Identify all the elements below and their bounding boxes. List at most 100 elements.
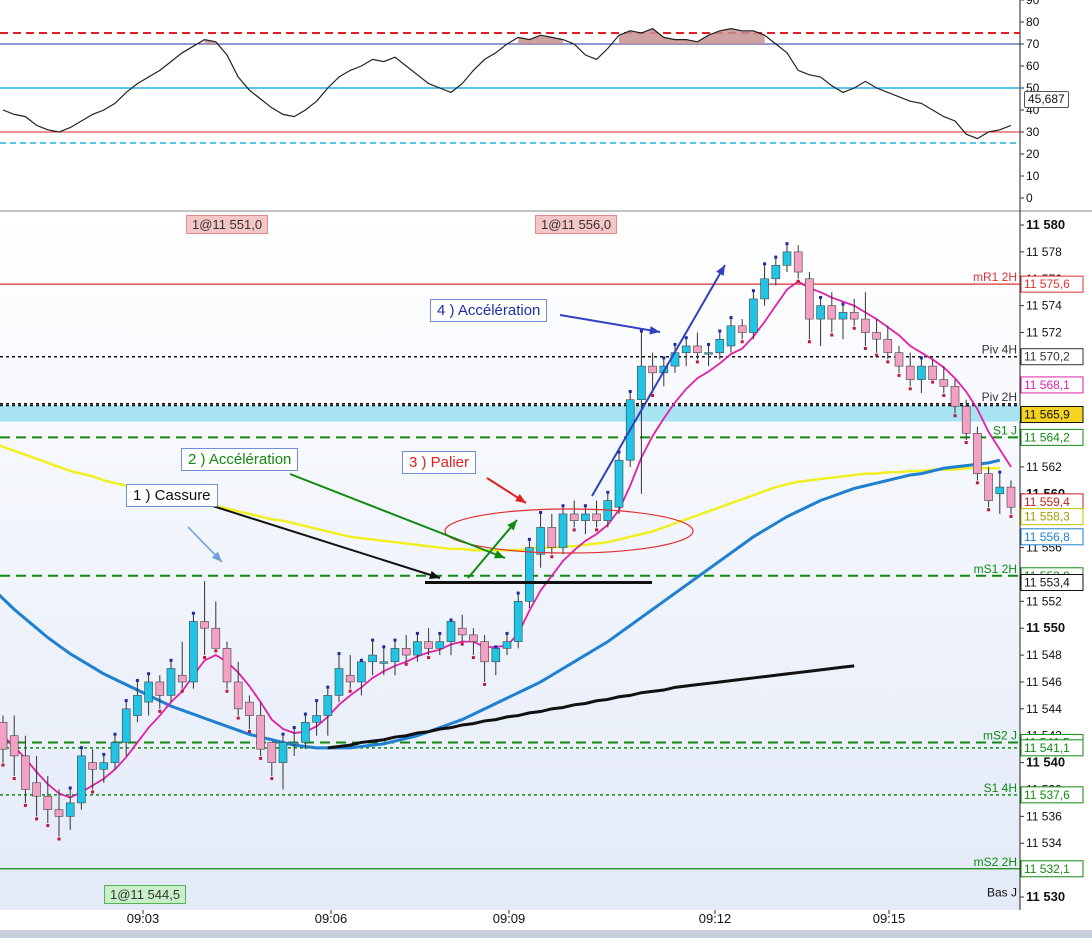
- price-panel: [0, 214, 1020, 910]
- candle-marker: [908, 387, 912, 391]
- candle-body: [536, 527, 545, 555]
- candle-marker: [12, 777, 16, 781]
- candle-body: [883, 338, 893, 353]
- candle-body: [726, 325, 736, 347]
- candle-body: [345, 674, 355, 683]
- candle-body: [435, 641, 445, 649]
- candle-body: [681, 345, 691, 353]
- candle-marker: [583, 504, 587, 508]
- price-tick-label: 11 580: [1026, 217, 1065, 232]
- candle-marker: [718, 329, 722, 333]
- candle-body: [737, 325, 747, 333]
- candle-body: [827, 305, 837, 320]
- candle-marker: [494, 645, 498, 649]
- candle-marker: [595, 528, 599, 532]
- level-value-box: [1020, 786, 1084, 804]
- price-tick-label: 11 550: [1026, 620, 1065, 635]
- candle-body: [155, 681, 165, 696]
- level-value-label: 11 564,2: [1024, 430, 1070, 444]
- candle-marker: [415, 631, 419, 635]
- level-value-box: [1020, 574, 1084, 592]
- candle-body: [704, 352, 713, 355]
- candle-marker: [102, 752, 106, 756]
- candle-marker: [662, 356, 666, 360]
- candle-marker: [214, 649, 218, 653]
- candle-body: [312, 715, 321, 723]
- candle-marker: [292, 726, 296, 729]
- candle-body: [513, 601, 523, 642]
- candle-body: [424, 641, 433, 649]
- candle-body: [457, 627, 467, 636]
- oscillator-tick-label: 60: [1026, 59, 1040, 73]
- candle-body: [849, 312, 859, 320]
- price-tick-label: 11 578: [1026, 245, 1062, 259]
- trade-tag-1: 1@11 551,0: [186, 215, 269, 234]
- candle-marker: [35, 817, 39, 821]
- candles-layer: [0, 242, 1016, 841]
- candle-marker: [57, 837, 61, 841]
- candle-marker: [203, 656, 207, 660]
- price-tick-label: 11 544: [1026, 702, 1062, 716]
- level-value-box: [1020, 739, 1084, 757]
- candle-body: [334, 668, 344, 696]
- candle-marker: [807, 340, 811, 344]
- candle-marker: [124, 699, 128, 703]
- candle-body: [289, 742, 299, 745]
- candle-body: [413, 641, 422, 656]
- candle-body: [43, 795, 53, 810]
- candle-body: [21, 755, 30, 790]
- candle-marker: [404, 662, 408, 666]
- candle-marker: [785, 242, 789, 246]
- level-name-label: S1 J: [993, 423, 1017, 437]
- candle-marker: [863, 346, 867, 350]
- candle-marker: [639, 329, 643, 333]
- candle-marker: [819, 295, 823, 299]
- candle-body: [648, 365, 657, 374]
- price-tick-label: 11 572: [1026, 326, 1062, 340]
- candle-body: [267, 742, 277, 763]
- level-value-label: 11 558,3: [1024, 510, 1070, 524]
- annotation-cassure: 1 ) Cassure: [126, 484, 218, 507]
- oscillator-panel: [0, 0, 1020, 210]
- level-value-box: [1020, 860, 1084, 878]
- level-name-label: Piv 2H: [982, 390, 1017, 404]
- arrow-acceleration-2: [289, 473, 506, 559]
- candle-body: [379, 661, 389, 664]
- candle-marker: [158, 709, 162, 713]
- candle-body: [894, 352, 904, 367]
- candle-marker: [1, 763, 5, 767]
- level-value-box: [1020, 376, 1084, 394]
- oscillator-tick-label: 90: [1026, 0, 1040, 7]
- candle-body: [368, 654, 377, 663]
- arrow-cassure: [199, 501, 441, 579]
- candle-marker: [91, 790, 95, 794]
- candle-body: [581, 513, 590, 521]
- candle-marker: [875, 353, 879, 357]
- candle-body: [222, 648, 232, 683]
- candle-body: [928, 365, 937, 380]
- level-name-label: mR1 2H: [973, 270, 1017, 284]
- candle-marker: [471, 656, 475, 660]
- candle-body: [446, 621, 456, 642]
- candle-marker: [729, 316, 733, 320]
- candle-marker: [180, 689, 184, 693]
- candle-body: [995, 486, 1005, 495]
- level-value-label: 11 556,8: [1024, 530, 1070, 544]
- candle-body: [166, 668, 176, 696]
- candle-body: [502, 641, 512, 649]
- candle-marker: [527, 537, 531, 541]
- candle-body: [905, 365, 915, 380]
- palier-ellipse: [444, 508, 694, 554]
- candle-body: [973, 433, 982, 474]
- candle-marker: [460, 642, 464, 646]
- candle-body: [917, 365, 926, 380]
- level-value-box: [1020, 528, 1084, 546]
- candle-marker: [348, 689, 352, 693]
- candle-marker: [337, 652, 341, 656]
- ma-long-line: [327, 664, 855, 750]
- annotation-palier: 3 ) Palier: [402, 451, 477, 474]
- scrollbar[interactable]: [0, 930, 1092, 938]
- candle-body: [693, 345, 702, 353]
- candle-marker: [23, 803, 27, 807]
